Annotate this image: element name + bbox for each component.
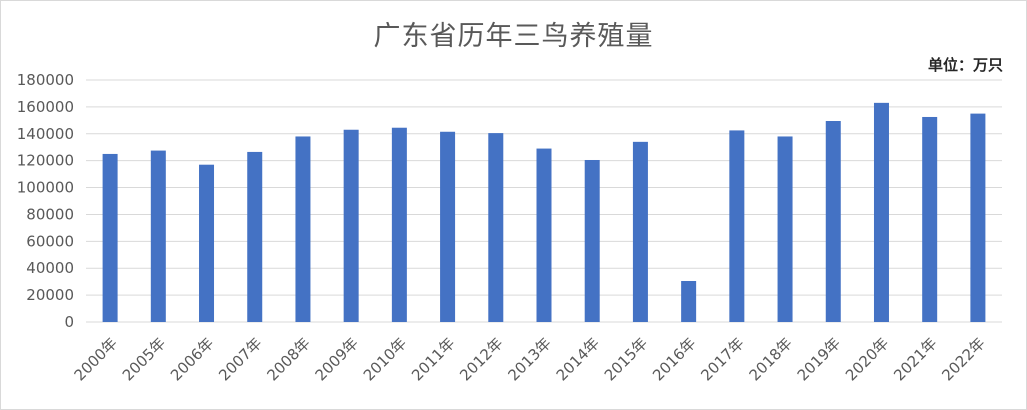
bar-2022年 xyxy=(970,113,986,322)
bar-2013年 xyxy=(536,148,552,322)
x-tick-label: 2014年 xyxy=(553,334,603,384)
x-tick-label: 2005年 xyxy=(119,334,169,384)
y-axis-tick-labels: 0 20000 40000 60000 80000 100000 120000 140000 1… xyxy=(17,71,74,331)
x-tick-label: 2019年 xyxy=(794,334,844,384)
y-tick-label: 80000 xyxy=(26,205,74,223)
y-tick-label: 140000 xyxy=(17,125,74,143)
bar-2000年 xyxy=(102,153,118,322)
bar-2007年 xyxy=(247,151,263,322)
x-tick-label: 2010年 xyxy=(360,334,410,384)
bar-2009年 xyxy=(343,129,359,322)
y-tick-label: 160000 xyxy=(17,98,74,116)
bar-2015年 xyxy=(632,141,648,322)
x-tick-label: 2018年 xyxy=(746,334,796,384)
bar-2019年 xyxy=(825,121,841,322)
x-tick-label: 2020年 xyxy=(842,334,892,384)
y-tick-label: 120000 xyxy=(17,152,74,170)
chart-title: 广东省历年三鸟养殖量 xyxy=(373,21,654,52)
x-axis-tick-labels: 2000年2005年2006年2007年2008年2009年2010年2011年… xyxy=(71,334,989,384)
x-tick-label: 2000年 xyxy=(71,334,121,384)
x-tick-label: 2022年 xyxy=(938,334,988,384)
bar-2021年 xyxy=(922,116,938,322)
bar-2006年 xyxy=(199,164,215,322)
x-tick-label: 2021年 xyxy=(890,334,940,384)
y-tick-label: 100000 xyxy=(17,179,74,197)
bar-2016年 xyxy=(681,280,697,322)
y-tick-label: 40000 xyxy=(26,259,74,277)
x-tick-label: 2008年 xyxy=(263,334,313,384)
bar-2018年 xyxy=(777,136,793,322)
bar-2010年 xyxy=(391,127,407,322)
bar-2012年 xyxy=(488,133,504,322)
x-tick-label: 2009年 xyxy=(312,334,362,384)
bar-2005年 xyxy=(150,150,166,322)
x-tick-label: 2006年 xyxy=(167,334,217,384)
y-tick-label: 180000 xyxy=(17,71,74,89)
bar-2020年 xyxy=(873,102,889,322)
x-tick-label: 2007年 xyxy=(215,334,265,384)
bar-2014年 xyxy=(584,159,600,322)
x-tick-label: 2013年 xyxy=(504,334,554,384)
x-tick-label: 2017年 xyxy=(697,334,747,384)
bar-2011年 xyxy=(440,131,456,322)
bar-2017年 xyxy=(729,130,745,322)
x-tick-label: 2015年 xyxy=(601,334,651,384)
bar-series xyxy=(102,102,986,322)
x-tick-label: 2011年 xyxy=(408,334,458,384)
x-tick-label: 2012年 xyxy=(456,334,506,384)
y-tick-label: 60000 xyxy=(26,232,74,250)
y-tick-label: 20000 xyxy=(26,286,74,304)
unit-label: 单位：万只 xyxy=(927,56,1003,74)
x-tick-label: 2016年 xyxy=(649,334,699,384)
y-tick-label: 0 xyxy=(64,313,74,331)
bar-2008年 xyxy=(295,136,311,322)
